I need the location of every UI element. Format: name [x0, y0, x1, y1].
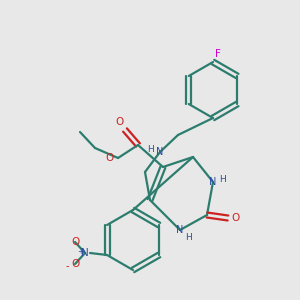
Text: N: N: [209, 177, 217, 187]
Text: +: +: [77, 247, 83, 256]
Text: O: O: [232, 213, 240, 223]
Text: -: -: [65, 261, 69, 271]
Text: H: H: [147, 146, 153, 154]
Text: F: F: [215, 49, 221, 59]
Text: O: O: [71, 259, 79, 269]
Text: N: N: [81, 248, 89, 258]
Text: N: N: [156, 147, 164, 157]
Text: O: O: [106, 153, 114, 163]
Text: O: O: [71, 237, 79, 247]
Text: H: H: [184, 233, 191, 242]
Text: H: H: [220, 175, 226, 184]
Text: O: O: [116, 117, 124, 127]
Text: N: N: [176, 225, 184, 235]
